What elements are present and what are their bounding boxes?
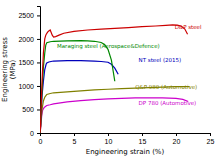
tick: 20 <box>173 133 181 145</box>
y-axis-title-line: (MPa) <box>9 59 17 79</box>
annotations: DP 780 (Automotive) Q&P 980 (Automotive) N… <box>57 24 202 106</box>
tick-mark <box>37 133 40 134</box>
curve-label: NT steel (2015) <box>139 57 182 63</box>
series-line <box>40 87 190 133</box>
series-line <box>40 41 115 133</box>
axis-line <box>41 134 211 137</box>
tick: 1500 <box>18 59 40 66</box>
tick: 2500 <box>18 12 40 19</box>
curve-label: DP 780 (Automotive) <box>139 100 197 106</box>
tick-mark <box>37 109 40 110</box>
tick-label: 5 <box>73 138 77 145</box>
curve-label: D&P steel <box>175 24 202 30</box>
lines <box>40 25 190 133</box>
tick-label: 20 <box>173 138 181 145</box>
tick-label: 500 <box>22 106 34 113</box>
tick: 15 <box>139 133 147 145</box>
chart: 0 5 10 15 20 25 0 500 1000 1500 2000 2500 DP 780 (Au… <box>0 0 218 157</box>
y-axis-title: Engineering stress(MPa) <box>1 37 17 102</box>
tick-mark <box>176 133 177 136</box>
tick-mark <box>210 133 211 136</box>
tick-label: 15 <box>139 138 147 145</box>
series-line <box>40 25 188 133</box>
tick-mark <box>108 133 109 136</box>
tick-label: 25 <box>207 138 215 145</box>
tick: 2000 <box>18 36 40 43</box>
tick-mark <box>37 62 40 63</box>
x-axis: 0 5 10 15 20 25 <box>39 133 215 145</box>
tick-label: 0 <box>39 138 43 145</box>
curve-label: Maraging steel (Aerospace&Defence) <box>57 43 160 50</box>
tick: 10 <box>105 133 113 145</box>
tick-mark <box>37 39 40 40</box>
tick-mark <box>37 15 40 16</box>
tick-mark <box>142 133 143 136</box>
tick: 1000 <box>18 83 40 90</box>
tick-label: 10 <box>105 138 113 145</box>
curve-label: Q&P 980 (Automotive) <box>135 84 197 90</box>
axis-line <box>37 7 41 134</box>
tick: 0 <box>30 130 40 137</box>
tick-label: 2000 <box>18 36 34 43</box>
tick: 0 <box>39 133 43 145</box>
tick-mark <box>74 133 75 136</box>
tick-label: 1500 <box>18 59 34 66</box>
tick: 25 <box>207 133 215 145</box>
series-line <box>40 61 118 133</box>
tick: 500 <box>22 106 40 113</box>
tick-label: 0 <box>30 130 34 137</box>
tick-mark <box>37 86 40 87</box>
y-axis: 0 500 1000 1500 2000 2500 <box>18 7 40 137</box>
tick: 5 <box>73 133 77 145</box>
tick-label: 1000 <box>18 83 34 90</box>
tick-label: 2500 <box>18 12 34 19</box>
x-axis-title: Engineering strain (%) <box>86 148 165 156</box>
plot: 0 5 10 15 20 25 0 500 1000 1500 2000 2500 DP 780 (Au… <box>18 7 214 145</box>
